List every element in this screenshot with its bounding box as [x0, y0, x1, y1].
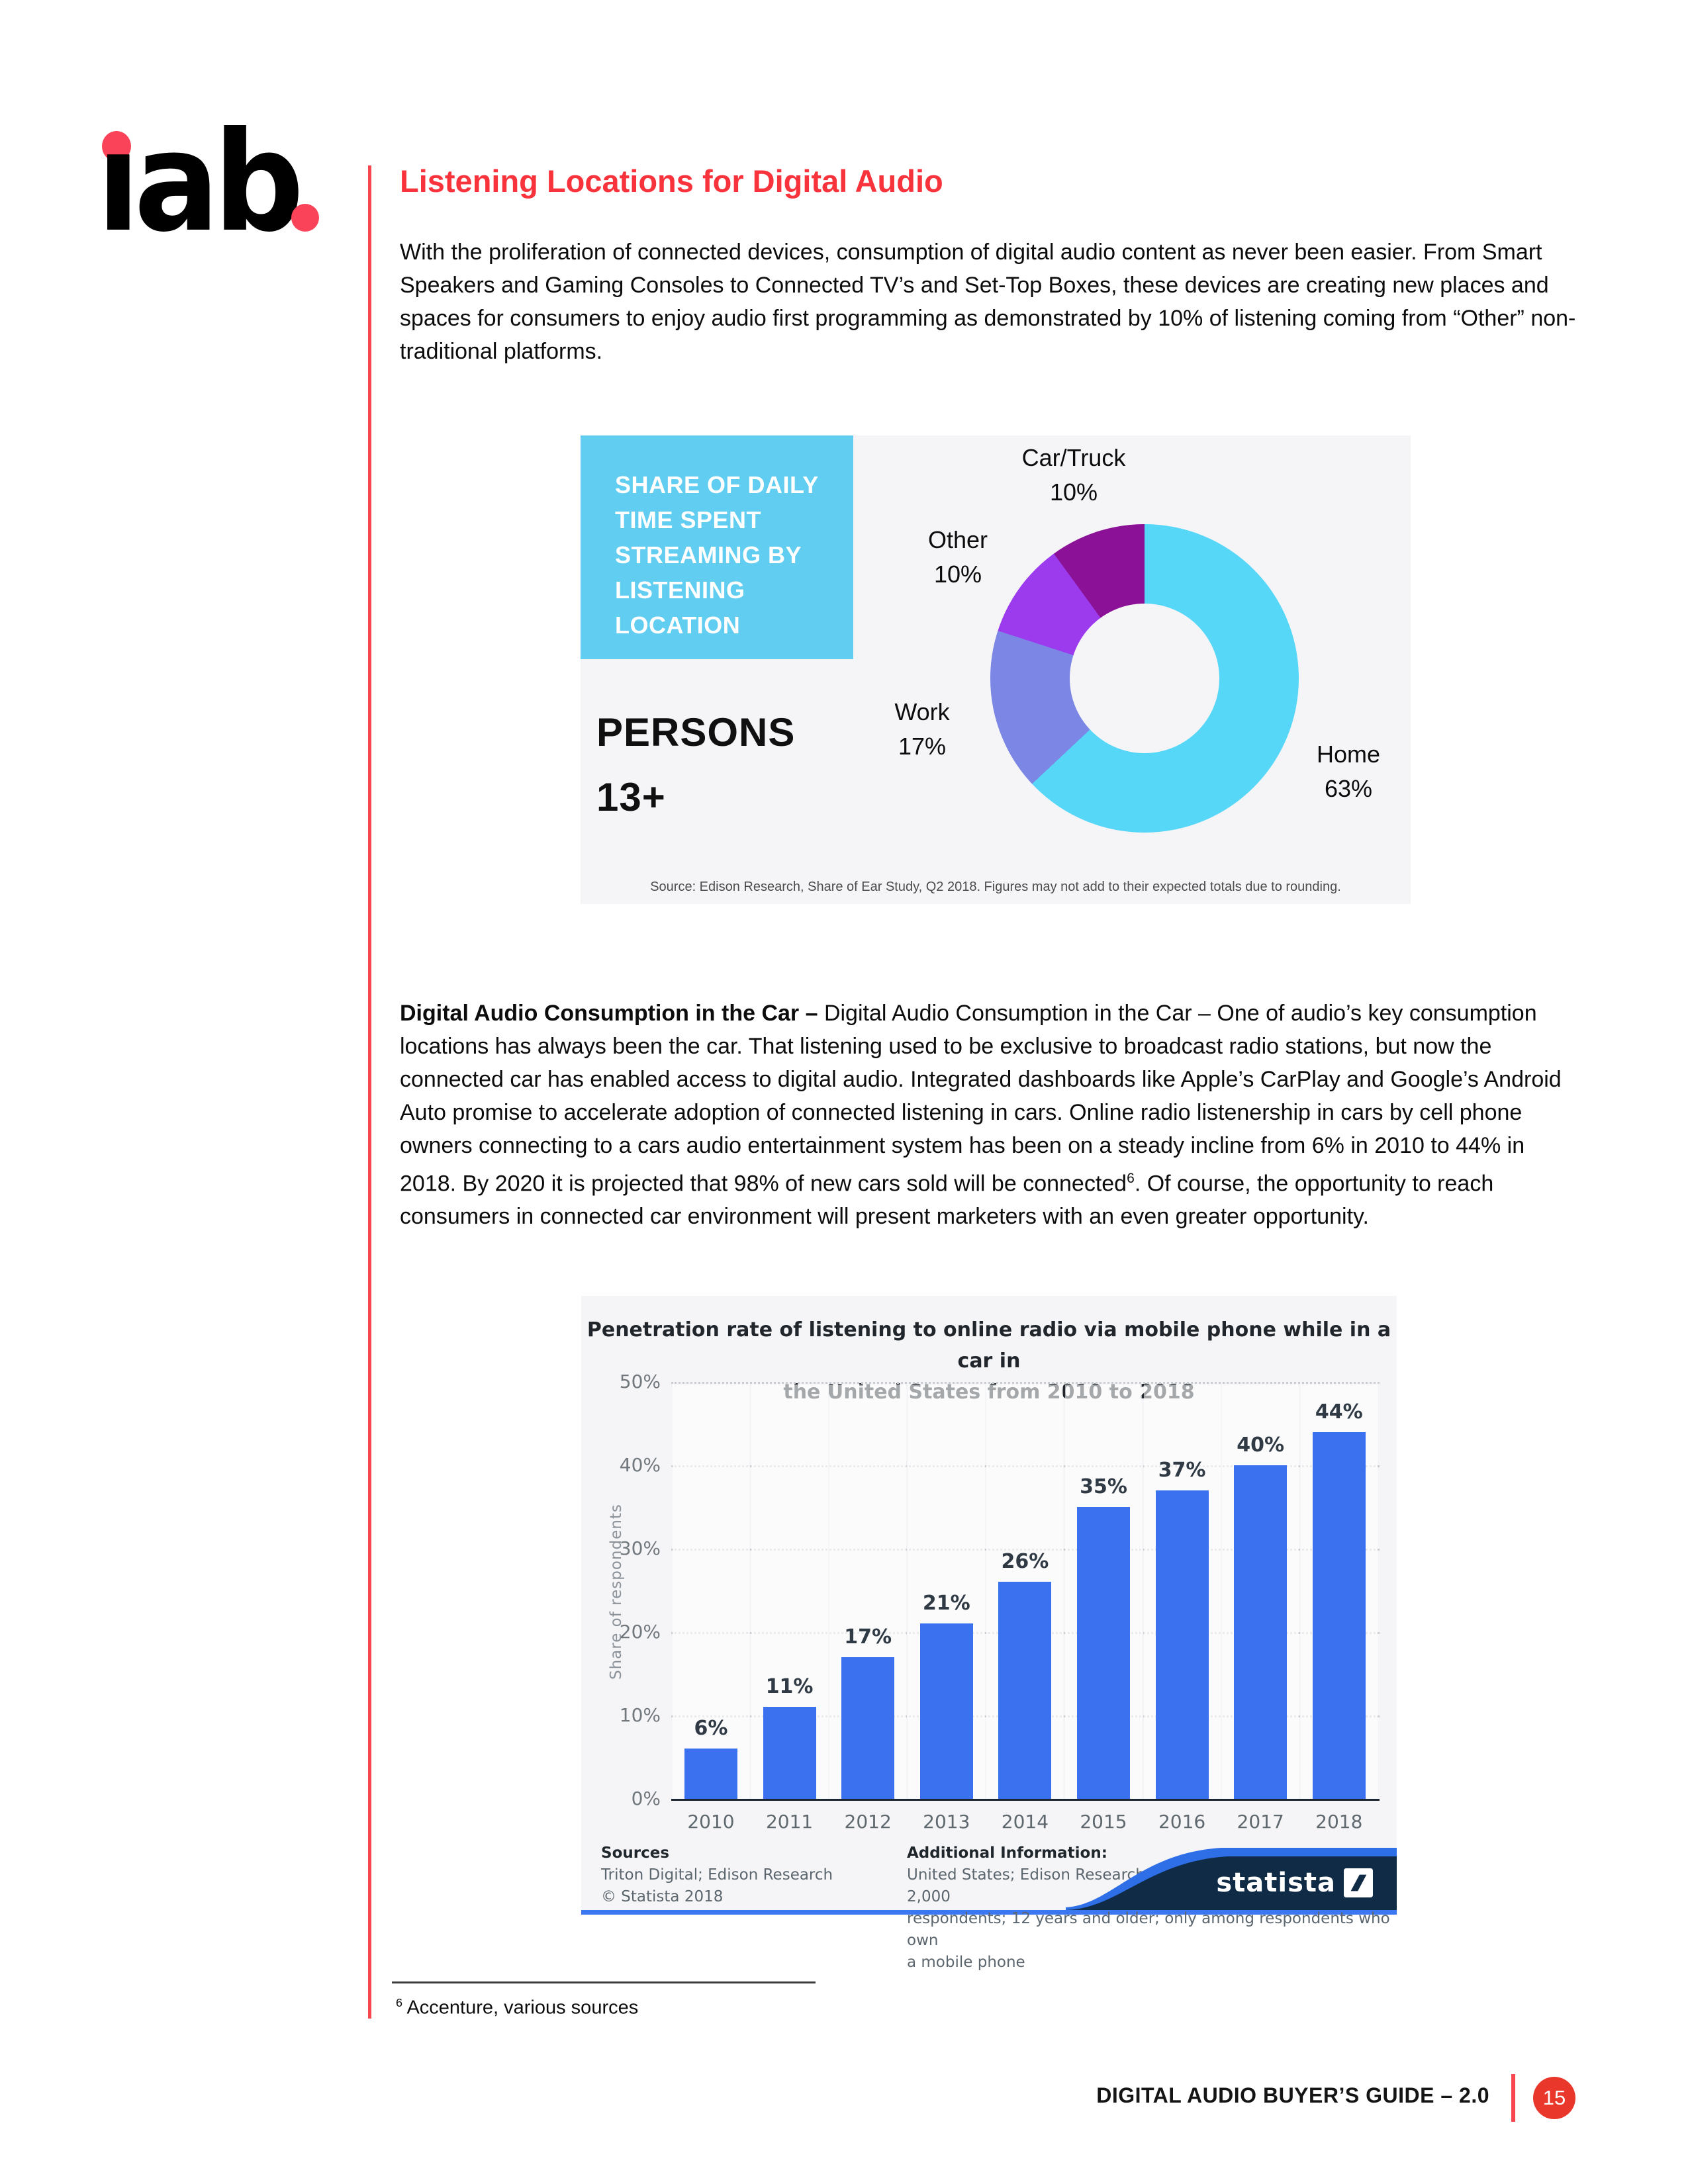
- logo-red-period: [291, 204, 319, 232]
- chart-source-note: Source: Edison Research, Share of Ear St…: [650, 880, 1341, 894]
- x-tick-label: 2011: [765, 1811, 814, 1833]
- bar-2017: [1234, 1465, 1288, 1799]
- bar-value-label: 35%: [1080, 1475, 1127, 1498]
- column-band: [673, 1385, 749, 1799]
- chart-title-box: SHARE OF DAILY TIME SPENT STREAMING BY LIST…: [581, 435, 853, 659]
- donut-chart: [990, 524, 1299, 833]
- logo-red-dot: [102, 131, 131, 161]
- bar-2015: [1077, 1507, 1130, 1799]
- chart-title: SHARE OF DAILY TIME SPENT STREAMING BY LIST…: [615, 471, 819, 639]
- bar-2014: [998, 1582, 1052, 1799]
- statista-wordmark: statista: [1216, 1868, 1336, 1898]
- sources-block: Sources Triton Digital; Edison Research ©…: [601, 1843, 833, 1908]
- y-tick-label: 20%: [619, 1621, 661, 1643]
- bar-value-label: 21%: [922, 1592, 970, 1615]
- car-consumption-paragraph: Digital Audio Consumption in the Car – D…: [400, 997, 1581, 1233]
- chart-subtitle-persons-13: PERSONS 13+: [596, 710, 796, 819]
- x-tick-label: 2012: [844, 1811, 892, 1833]
- additional-info-line: respondents; 12 years and older; only am…: [907, 1910, 1390, 1949]
- x-tick-label: 2018: [1315, 1811, 1363, 1833]
- y-axis-label: Share of respondents: [608, 1504, 625, 1680]
- x-axis-line: [671, 1799, 1380, 1801]
- footnote: 6 Accenture, various sources: [396, 1996, 639, 2019]
- y-tick-label: 0%: [631, 1788, 661, 1809]
- donut-hole: [1070, 604, 1219, 753]
- bar-2011: [763, 1707, 816, 1799]
- x-tick-label: 2014: [1001, 1811, 1049, 1833]
- y-tick-label: 50%: [619, 1371, 661, 1392]
- additional-info-line: a mobile phone: [907, 1954, 1025, 1971]
- paragraph-lead-bold: Digital Audio Consumption in the Car –: [400, 1001, 824, 1026]
- x-tick-label: 2016: [1158, 1811, 1206, 1833]
- bar-value-label: 11%: [765, 1675, 814, 1699]
- sources-heading: Sources: [601, 1844, 670, 1862]
- bar-value-label: 44%: [1315, 1400, 1363, 1424]
- additional-info-heading: Additional Information:: [907, 1844, 1107, 1862]
- bar-value-label: 26%: [1001, 1550, 1049, 1574]
- share-of-ear-chart-panel: SHARE OF DAILY TIME SPENT STREAMING BY LIST…: [581, 435, 1411, 904]
- intro-paragraph: With the proliferation of connected devi…: [400, 240, 1576, 364]
- statista-wave-decoration: [1066, 1848, 1397, 1910]
- x-tick-label: 2010: [687, 1811, 735, 1833]
- bar-2018: [1312, 1432, 1366, 1799]
- x-tick-label: 2015: [1080, 1811, 1127, 1833]
- x-tick-label: 2013: [923, 1811, 970, 1833]
- page-number-badge: 15: [1533, 2077, 1575, 2119]
- page-title: Listening Locations for Digital Audio: [400, 163, 943, 199]
- donut-slice-label: Work 17%: [894, 698, 950, 760]
- sources-line: © Statista 2018: [601, 1888, 724, 1905]
- y-tick-label: 30%: [619, 1537, 661, 1559]
- bar-2012: [841, 1657, 895, 1799]
- statista-logo: statista: [1216, 1868, 1373, 1898]
- donut-slice-label: Other 10%: [927, 526, 988, 588]
- bar-2016: [1155, 1490, 1209, 1799]
- x-tick-label: 2017: [1237, 1811, 1284, 1833]
- left-red-rule: [368, 165, 371, 2019]
- y-tick-label: 40%: [619, 1454, 661, 1476]
- paragraph-body: Digital Audio Consumption in the Car – O…: [400, 1001, 1562, 1197]
- bar-2013: [919, 1623, 973, 1799]
- statista-bar-chart-panel: Penetration rate of listening to online …: [581, 1296, 1397, 1971]
- footer-title: DIGITAL AUDIO BUYER’S GUIDE – 2.0: [1096, 2083, 1489, 2107]
- statista-glyph-icon: [1344, 1868, 1373, 1897]
- donut-slice-label: Car/Truck 10%: [1021, 444, 1126, 506]
- bar-value-label: 17%: [844, 1625, 892, 1649]
- bar-value-label: 37%: [1158, 1458, 1206, 1482]
- footnote-ref: 6: [1127, 1171, 1135, 1186]
- footnote-divider: [392, 1981, 816, 1983]
- gridline: [671, 1382, 1380, 1384]
- iab-logo: ıab: [93, 105, 331, 263]
- bar-value-label: 6%: [694, 1717, 728, 1741]
- bar-value-label: 40%: [1237, 1433, 1285, 1457]
- y-tick-label: 10%: [619, 1704, 661, 1726]
- bar-chart-plot-area: 0% 10% 20% 30% 40% 50% 6% 2010 11% 2011 17% 2012 21%…: [620, 1371, 1380, 1833]
- footer-red-bar: [1511, 2074, 1515, 2122]
- donut-slice-label: Home 63%: [1316, 741, 1381, 802]
- bar-2010: [684, 1749, 737, 1799]
- logo-text: ıab: [97, 103, 304, 263]
- paragraph-body-end: . Of course, the opportunity to reach co…: [400, 1171, 1494, 1230]
- sources-line: Triton Digital; Edison Research: [601, 1866, 833, 1884]
